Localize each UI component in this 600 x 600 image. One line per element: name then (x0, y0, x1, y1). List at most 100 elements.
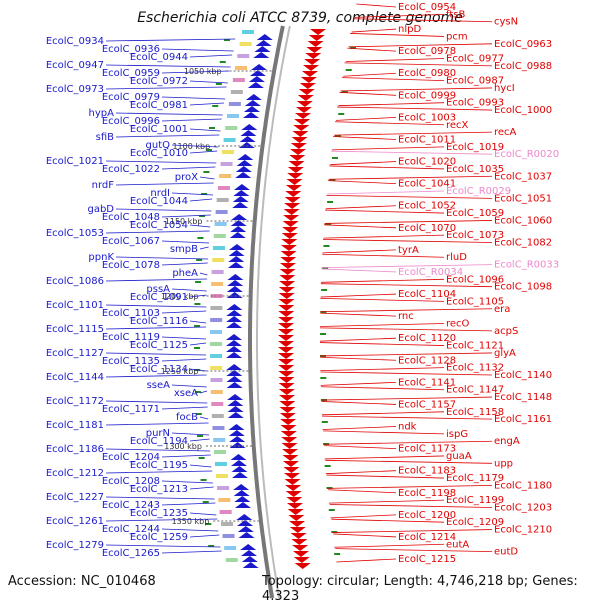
right-gene-label: EcolC_1120 (398, 333, 456, 344)
left-gene-label: EcolC_0947 (46, 60, 104, 71)
right-gene-arrow (285, 491, 302, 497)
accession-label: Accession: NC_010468 (8, 574, 156, 589)
left-gene-arrow (238, 142, 255, 148)
right-gene-label: EcolC_1210 (494, 525, 552, 536)
right-gene-arrow (295, 113, 312, 119)
left-gene-arrow (227, 262, 244, 268)
left-gene-arrow (232, 196, 249, 202)
left-gene-arrow (233, 490, 250, 496)
right-gene-label: EcolC_1121 (446, 341, 504, 352)
left-feature-box (239, 42, 252, 46)
right-gene-arrow (278, 299, 295, 305)
left-leader-line (105, 448, 211, 452)
right-gene-label: EcolC_1157 (398, 399, 456, 410)
right-gene-label: guaA (446, 451, 472, 462)
left-gene-label: EcolC_1279 (46, 540, 104, 551)
left-gene-arrow (226, 382, 243, 388)
left-leader-line (189, 368, 207, 372)
map-title: Escherichia coli ATCC 8739, complete gen… (137, 10, 463, 26)
right-gene-label: recO (446, 318, 470, 329)
left-gene-label: hypA (89, 108, 115, 119)
left-feature-box (210, 306, 223, 310)
right-gene-arrow (278, 347, 295, 353)
right-gene-arrow (279, 281, 296, 287)
left-gene-label: EcolC_1048 (102, 212, 160, 223)
right-gene-arrow (290, 143, 307, 149)
left-feature-box (212, 246, 225, 250)
right-gene-label: EcolC_1060 (494, 215, 552, 226)
left-gene-arrow (226, 292, 243, 298)
left-gene-label: EcolC_1125 (130, 340, 188, 351)
right-leader-line (356, 3, 397, 8)
left-gene-arrow (226, 352, 243, 358)
right-gene-arrow (284, 479, 301, 485)
right-leader-line (331, 518, 445, 523)
left-leader-line (189, 150, 218, 154)
left-leader-line (105, 544, 221, 548)
right-gene-arrow (280, 257, 297, 263)
right-gene-label: cysN (494, 17, 518, 28)
left-gene-arrow (230, 220, 247, 226)
left-leader-line (105, 352, 207, 356)
kbp-label: 1250 kbp (161, 367, 199, 376)
left-feature-box (210, 318, 223, 322)
left-gene-arrow (226, 376, 243, 382)
right-gene-label: EcolC_1011 (398, 134, 456, 145)
left-leader-line (189, 320, 207, 324)
right-gene-arrow (281, 437, 298, 443)
right-gene-arrow (280, 419, 297, 425)
right-leader-line (324, 455, 445, 460)
left-feature-box (210, 366, 223, 370)
right-gene-label: EcolC_1141 (398, 377, 456, 388)
left-gene-arrow (230, 454, 247, 460)
left-leader-line (115, 256, 209, 260)
right-leader-line (325, 205, 397, 210)
left-leader-line (171, 192, 213, 196)
right-gene-arrow (278, 311, 295, 317)
left-gene-label: EcolC_1067 (102, 236, 160, 247)
left-gene-arrow (232, 202, 249, 208)
right-gene-label: recX (446, 120, 469, 131)
left-leader-line (105, 496, 215, 500)
right-gene-arrow (288, 161, 305, 167)
left-gene-label: EcolC_1001 (130, 124, 188, 135)
left-gene-label: EcolC_1135 (102, 356, 160, 367)
right-gene-label: EcolC_1173 (398, 444, 456, 455)
right-gene-label: EcolC_R0033 (494, 260, 559, 271)
right-gene-arrow (286, 497, 303, 503)
left-gene-arrow (244, 100, 261, 106)
right-leader-line (328, 489, 397, 494)
right-gene-label: EcolC_1035 (446, 164, 504, 175)
right-gene-label: EcolC_1000 (494, 105, 552, 116)
left-feature-box (230, 90, 243, 94)
left-gene-arrow (256, 34, 273, 40)
right-leader-line (325, 209, 445, 214)
left-feature-box (220, 162, 233, 166)
left-leader-line (189, 486, 214, 490)
left-gene-label: xseA (174, 388, 198, 399)
left-gene-arrow (231, 214, 248, 220)
right-gene-arrow (287, 509, 304, 515)
left-gene-arrow (235, 172, 252, 178)
right-gene-label: EcolC_0963 (494, 39, 552, 50)
left-gene-label: pssA (146, 284, 170, 295)
right-gene-arrow (278, 371, 295, 377)
kbp-label: 1150 kbp (165, 217, 203, 226)
left-leader-line (171, 288, 207, 292)
right-gene-label: EcolC_1096 (446, 274, 504, 285)
right-gene-label: EcolC_R0034 (398, 267, 463, 278)
left-gene-label: purN (146, 428, 170, 439)
left-leader-line (161, 70, 230, 74)
left-leader-line (105, 278, 208, 282)
left-gene-label: EcolC_0996 (102, 116, 160, 127)
left-gene-arrow (233, 184, 250, 190)
right-gene-arrow (279, 401, 296, 407)
left-gene-label: EcolC_1171 (102, 404, 160, 415)
right-gene-arrow (282, 449, 299, 455)
right-gene-arrow (307, 41, 324, 47)
left-gene-arrow (227, 400, 244, 406)
left-feature-box (214, 222, 227, 226)
left-gene-arrow (226, 286, 243, 292)
right-leader-line (323, 224, 397, 229)
left-feature-box (210, 342, 223, 346)
